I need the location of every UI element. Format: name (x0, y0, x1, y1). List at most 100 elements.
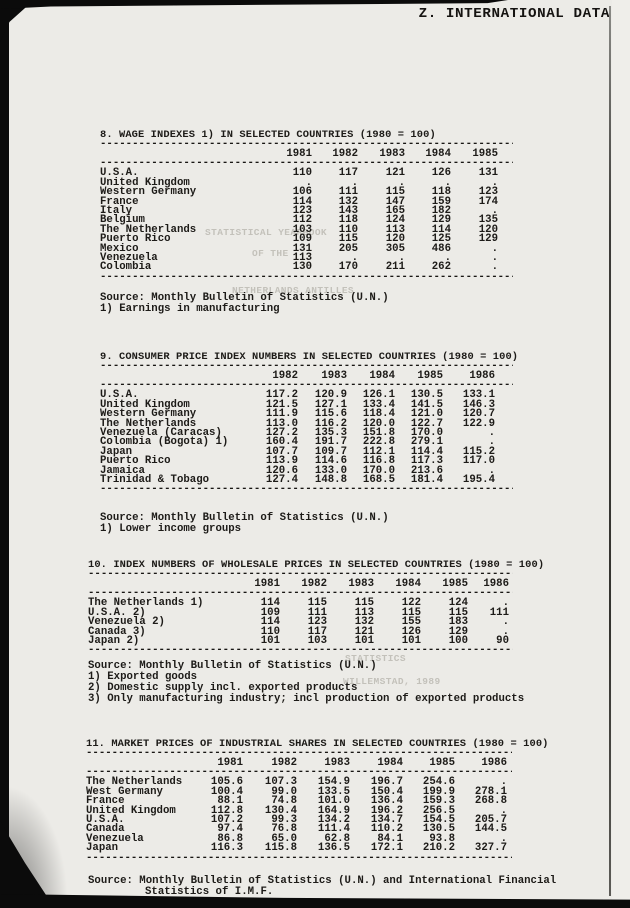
cell-value: 132 (338, 195, 358, 208)
year-header: 1983 (324, 757, 350, 769)
dashed-rule: ----------------------------------------… (100, 362, 513, 372)
dashed-rule: ----------------------------------------… (86, 768, 512, 779)
cell-value: 279.1 (410, 436, 443, 449)
table-row: The Netherlands 1) 114 115 115 122 124. (88, 597, 513, 610)
trailing-space (498, 169, 513, 178)
source-line: Source: Monthly Bulletin of Statistics (… (88, 660, 377, 672)
row-label: The Netherlands 1) (88, 597, 204, 610)
trailing-space (495, 372, 513, 381)
row-label: Japan (86, 842, 119, 855)
year-header: 1981 (286, 148, 312, 160)
cell-value: 74.8 (271, 795, 297, 808)
table-block: 9. CONSUMER PRICE INDEX NUMBERS IN SELEC… (100, 352, 518, 496)
year-header: 1984 (377, 757, 403, 769)
cell-value: 76.8 (271, 823, 297, 836)
cell-value: 110 (260, 625, 280, 638)
year-header: 1984 (395, 578, 421, 590)
cell-value: 120.0 (362, 417, 395, 430)
cell-value: 115 (448, 606, 468, 619)
table-row: Colombia 130 170 211 262. (100, 261, 513, 274)
cell-value: 122.9 (462, 417, 495, 430)
cell-value: 141.5 (410, 398, 443, 411)
row-label: Western Germany (100, 408, 197, 421)
page-right-margin (612, 0, 630, 908)
cell-value: 106 (292, 186, 312, 199)
cell-value: 122 (401, 597, 421, 610)
cell-value: 117 (307, 625, 327, 638)
cell-value: 256.5 (422, 804, 455, 817)
year-header: 1986 (469, 370, 495, 382)
row-label: The Netherlands (100, 223, 197, 236)
trailing-space (507, 788, 512, 797)
row-label: U.S.A. 2) (88, 606, 146, 619)
cell-value: 118 (431, 186, 451, 199)
cell-value: 93.8 (429, 832, 455, 845)
cell-value: 100 (448, 635, 468, 648)
cell-value: 120 (478, 223, 498, 236)
source-line: 3) Only manufacturing industry; incl pro… (88, 692, 525, 705)
table-row: Italy 123 143 165 182. (100, 205, 513, 218)
cell-value: . (398, 176, 405, 189)
cell-value: . (444, 176, 451, 189)
year-header: 1981 (254, 578, 280, 590)
cell-value: 110.2 (370, 823, 403, 836)
cell-value: 117 (338, 167, 358, 180)
year-header: 1985 (429, 757, 455, 769)
cell-value: 150.4 (370, 785, 403, 798)
separator-row: ----------------------------------------… (100, 159, 513, 169)
table-row: Canada 3) 110 117 121 126 129. (88, 625, 513, 638)
table-row: Canada 97.4 76.8 111.4 110.2 130.5 144.5 (86, 823, 512, 836)
cell-value: . (500, 776, 507, 789)
cell-value: 110 (338, 223, 358, 236)
cell-value: 99.3 (271, 814, 297, 827)
bleedthrough-text: STATISTICAL YEARBOOK (205, 227, 328, 238)
cell-value: 131 (292, 242, 312, 255)
cell-value: 100.4 (210, 785, 243, 798)
year-header: 1982 (332, 148, 358, 160)
cell-value: 196.2 (370, 804, 403, 817)
cell-value: 143 (338, 205, 358, 218)
trailing-space (498, 245, 513, 254)
cell-value: 111 (489, 606, 509, 619)
year-header: 1984 (425, 148, 451, 160)
cell-value: . (502, 625, 509, 638)
bleedthrough-text: OF THE (252, 248, 289, 259)
source-note: Source: Monthly Bulletin of Statistics (… (100, 513, 389, 535)
label-column-header (100, 372, 250, 381)
cell-value: 101 (354, 635, 374, 648)
cell-value: 97.4 (217, 823, 243, 836)
cell-value: 113 (385, 223, 405, 236)
cell-value: 124 (385, 214, 405, 227)
data-table: 1981 1982 1983 1984 1985 1986 ----------------… (86, 757, 512, 864)
row-label: United Kingdom (100, 176, 190, 189)
row-label: Colombia (100, 261, 152, 274)
cell-value: 130 (292, 261, 312, 274)
trailing-space (498, 235, 513, 244)
dashed-rule: ----------------------------------------… (100, 485, 513, 496)
row-label: Venezuela 2) (88, 616, 165, 629)
cell-value: 165 (385, 205, 405, 218)
row-label: Jamaica (100, 464, 145, 477)
row-label: Japan 2) (88, 635, 140, 648)
trailing-space (498, 216, 513, 225)
row-label: France (100, 195, 139, 208)
cell-value: . (500, 804, 507, 817)
cell-value: 109 (260, 606, 280, 619)
cell-value: 65.0 (271, 832, 297, 845)
cell-value: 154.9 (317, 776, 350, 789)
cell-value: 129 (431, 214, 451, 227)
cell-value: 110 (292, 167, 312, 180)
cell-value: 62.8 (324, 832, 350, 845)
cell-value: 114.4 (410, 445, 443, 458)
trailing-space (498, 198, 513, 207)
cell-value: 117.3 (410, 455, 443, 468)
bleedthrough-text: WILLEMSTAD, 1989 (343, 676, 441, 687)
cell-value: 129 (448, 625, 468, 638)
cell-value: 170.0 (410, 427, 443, 440)
separator-row: ----------------------------------------… (86, 768, 512, 778)
cell-value: 112 (292, 214, 312, 227)
cell-value: . (491, 205, 498, 218)
cell-value: 132 (354, 616, 374, 629)
table-row: Colombia (Bogota) 1) 160.4 191.7 222.8 279.1… (100, 436, 513, 449)
year-header: 1985 (442, 578, 468, 590)
